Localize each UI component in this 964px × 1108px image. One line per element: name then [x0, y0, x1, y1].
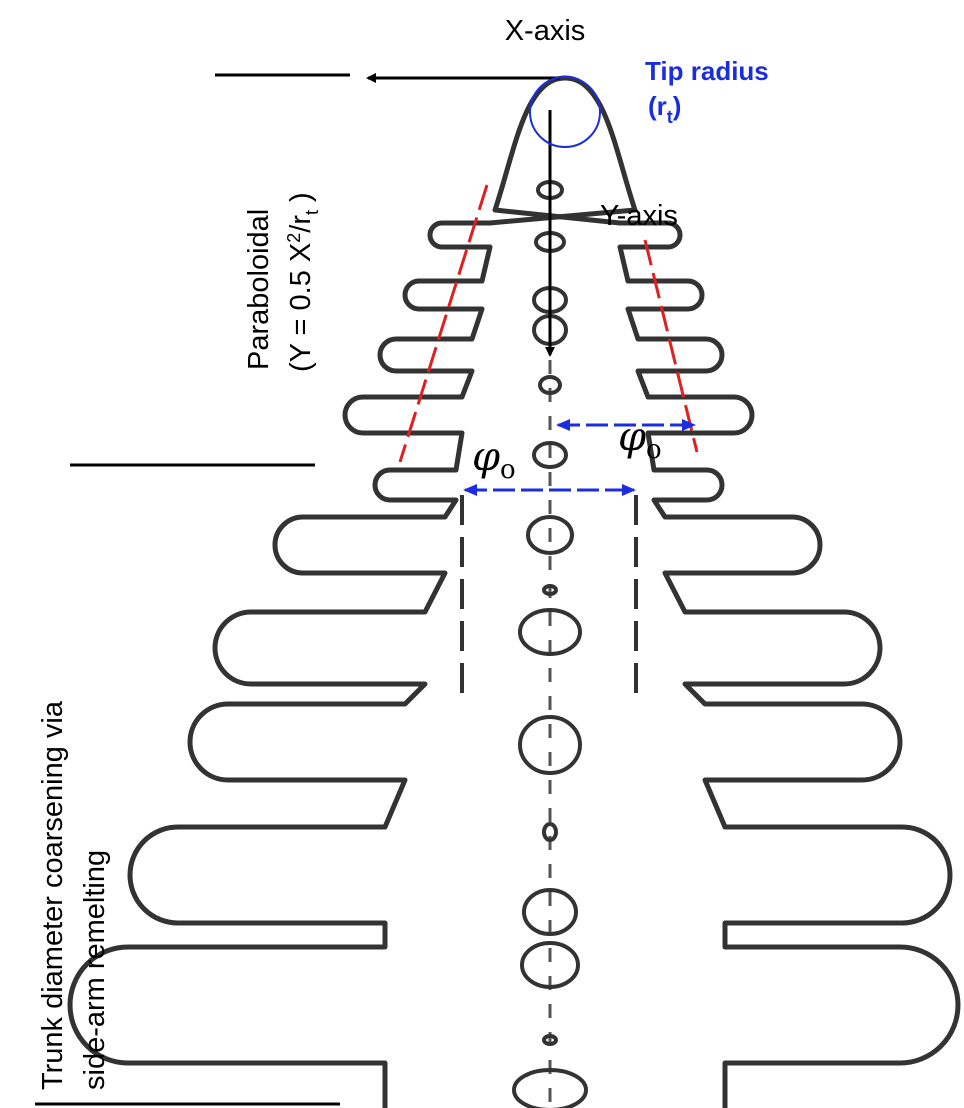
page: X-axis Y-axis Tip radius (rt) Paraboloid… — [0, 0, 964, 1108]
tip-radius-symbol: (rt) — [648, 91, 681, 127]
paraboloidal-formula: (Y = 0.5 X2/rt ) — [284, 192, 322, 372]
symbol: φ — [472, 434, 500, 480]
text-part: /r — [285, 215, 317, 233]
paraboloid-tangent — [645, 240, 697, 452]
paraboloid-tangent — [400, 185, 487, 462]
spacing-label: φo — [618, 414, 662, 465]
dendrite — [70, 78, 958, 1108]
text-part: ) — [673, 91, 682, 121]
subscript: o — [646, 435, 662, 465]
y-axis-label: Y-axis — [600, 200, 678, 232]
superscript: 2 — [284, 233, 304, 243]
subscript: o — [500, 455, 516, 485]
coarsening-label: Trunk diameter coarsening via — [37, 700, 69, 1090]
text-part: (Y = 0.5 X — [285, 243, 317, 372]
paraboloidal-label: Paraboloidal — [243, 209, 275, 370]
text-part: (r — [648, 91, 667, 121]
dendrite-outline — [495, 78, 958, 1108]
x-axis-label: X-axis — [505, 15, 586, 47]
spacing-label: φo — [472, 434, 516, 485]
tip-radius-label: Tip radius — [645, 56, 769, 86]
symbol: φ — [618, 414, 646, 460]
coarsening-label: side-arm remelting — [79, 850, 111, 1090]
tip-circle — [530, 77, 600, 147]
text-part: ) — [285, 192, 317, 210]
diagram: X-axis Y-axis Tip radius (rt) Paraboloid… — [0, 0, 964, 1108]
